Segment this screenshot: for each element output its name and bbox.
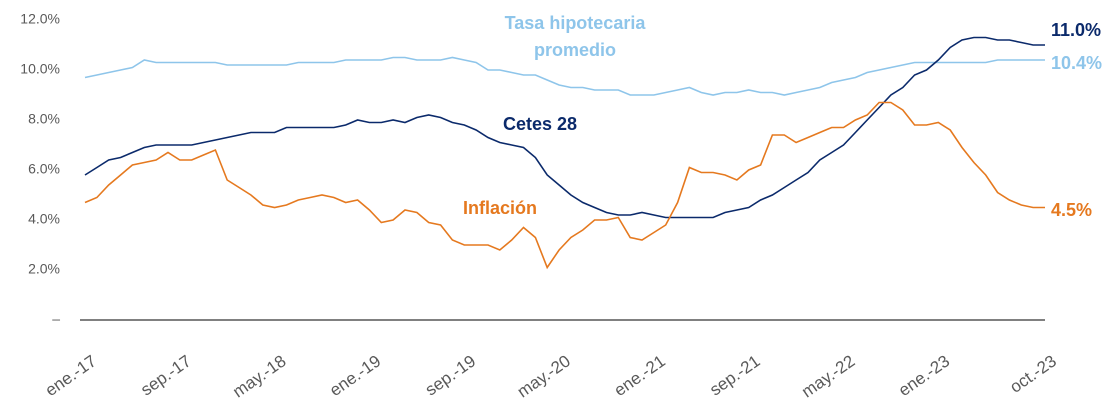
y-tick-label: 10.0% [20,61,60,77]
series-label: Tasa hipotecaria promedio [504,13,646,60]
x-tick-label: sep.-19 [422,351,479,399]
value-label: 11.0% [1051,20,1102,40]
series-line [84,56,1045,96]
value-label: 10.4% [1051,53,1103,73]
x-tick-label: ene.-17 [42,351,100,400]
x-tick-label: sep.-21 [706,351,763,399]
y-tick-label: 2.0% [28,261,60,277]
x-tick-label: may.-18 [229,351,289,401]
y-tick-label: 4.0% [28,211,60,227]
x-tick-label: ene.-21 [611,351,669,400]
y-tick-label: 6.0% [28,161,60,177]
x-tick-label: sep.-17 [137,351,194,399]
series-line [84,101,1045,270]
value-label: 4.5% [1051,200,1093,220]
x-tick-label: ene.-19 [326,351,384,400]
x-tick-label: oct.-23 [1006,351,1059,396]
series-label: Cetes 28 [502,114,578,134]
x-tick-label: may.-20 [514,351,574,401]
y-tick-label: 8.0% [28,111,60,127]
x-tick-label: ene.-23 [895,351,953,400]
y-tick-label: – [52,311,60,327]
series-line [84,36,1045,219]
series-label: Inflación [462,198,537,218]
y-tick-label: 12.0% [20,11,60,27]
x-tick-label: may.-22 [798,351,858,401]
